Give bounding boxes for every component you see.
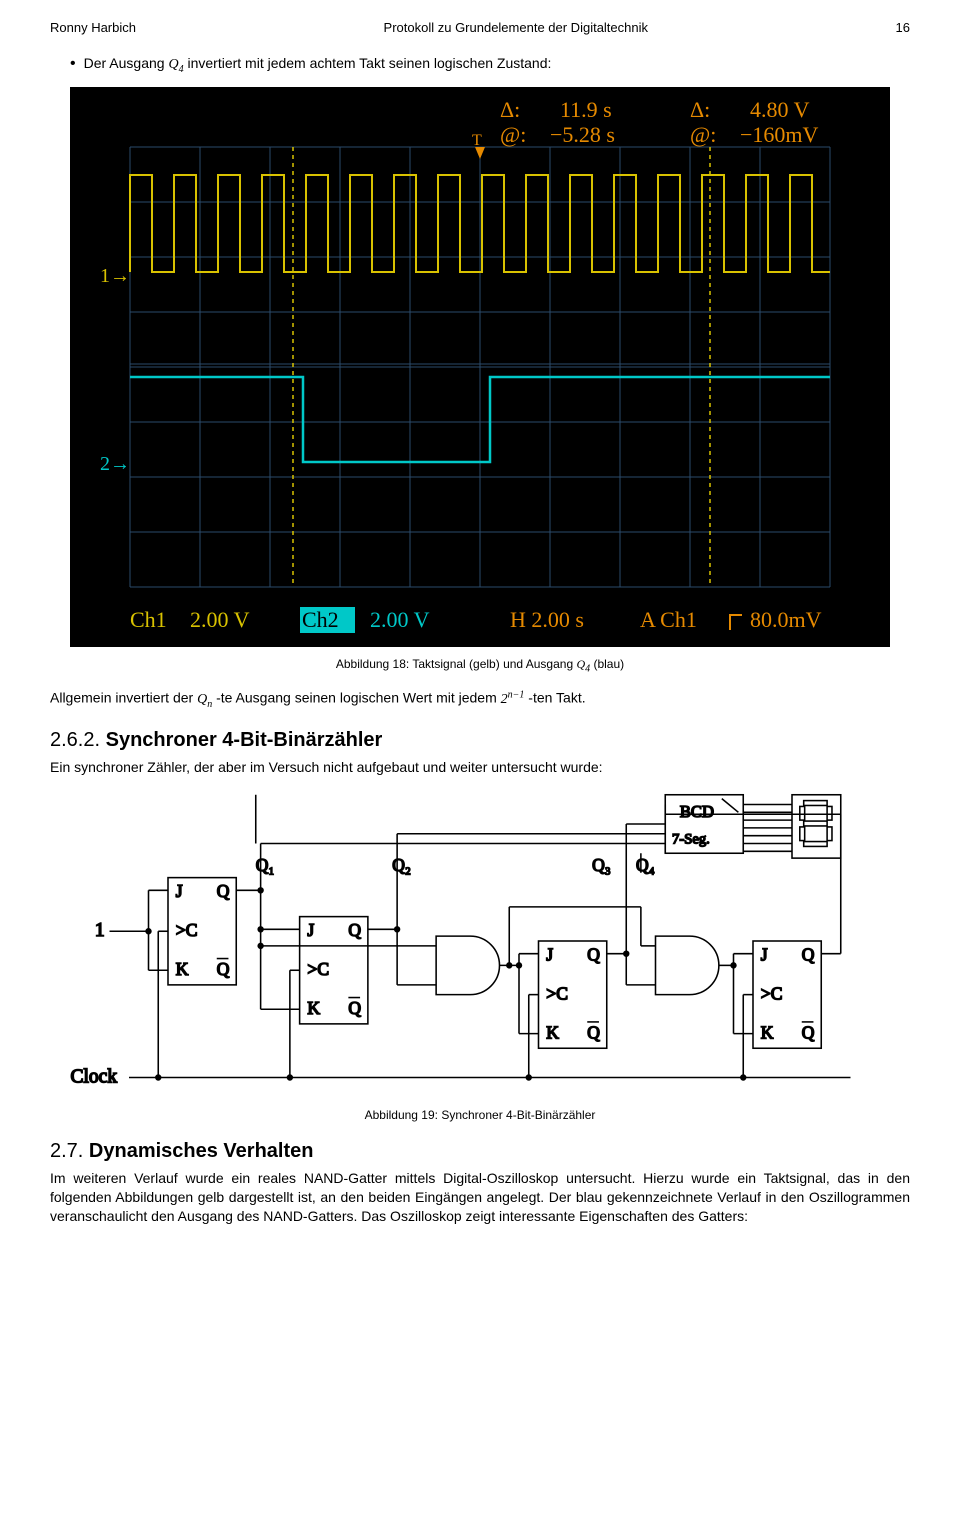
svg-text:H 2.00 s: H 2.00 s — [510, 607, 584, 632]
svg-text:Q: Q — [587, 945, 600, 965]
svg-text:>C: >C — [546, 984, 568, 1004]
section-27-heading: 2.7. Dynamisches Verhalten — [50, 1140, 910, 1163]
svg-text:7-Seg.: 7-Seg. — [672, 832, 710, 848]
svg-text:−160mV: −160mV — [740, 122, 819, 147]
svg-text:Q₂: Q₂ — [392, 855, 411, 875]
svg-text:>C: >C — [307, 959, 329, 979]
svg-text:Ch2: Ch2 — [302, 607, 339, 632]
section-27-text: Im weiteren Verlauf wurde ein reales NAN… — [50, 1169, 910, 1226]
svg-text:80.0mV: 80.0mV — [750, 607, 822, 632]
svg-text:Q: Q — [587, 1023, 600, 1043]
svg-text:Q: Q — [802, 945, 815, 965]
oscilloscope-screenshot: 1→ 2→ Δ: 11.9 s Δ: 4.80 V @: −5.28 s @: … — [70, 87, 890, 647]
sync-counter-diagram: J Q >C K Q J Q >C K Q J Q >C K Q — [50, 785, 910, 1100]
svg-text:Q: Q — [348, 998, 361, 1018]
svg-text:K: K — [307, 998, 320, 1018]
svg-text:1: 1 — [95, 920, 105, 941]
svg-text:J: J — [761, 945, 768, 965]
svg-text:Ch1: Ch1 — [130, 607, 167, 632]
svg-text:K: K — [761, 1023, 774, 1043]
svg-text:A Ch1: A Ch1 — [640, 607, 697, 632]
section-262-heading: 2.6.2. Synchroner 4-Bit-Binärzähler — [50, 729, 910, 752]
svg-text:Δ:: Δ: — [690, 97, 710, 122]
svg-text:@:: @: — [500, 122, 526, 147]
svg-text:J: J — [176, 881, 183, 901]
svg-text:>C: >C — [761, 984, 783, 1004]
svg-text:J: J — [307, 920, 314, 940]
section-262-text: Ein synchroner Zähler, der aber im Versu… — [50, 758, 910, 777]
svg-text:2→: 2→ — [100, 453, 130, 475]
allgemein-text: Allgemein invertiert der Qn -te Ausgang … — [50, 688, 910, 711]
caption-abb19: Abbildung 19: Synchroner 4-Bit-Binärzähl… — [50, 1108, 910, 1122]
svg-text:K: K — [176, 959, 189, 979]
svg-text:T: T — [472, 132, 482, 149]
svg-text:Q: Q — [348, 920, 361, 940]
scope-svg: 1→ 2→ Δ: 11.9 s Δ: 4.80 V @: −5.28 s @: … — [70, 87, 890, 647]
svg-text:Q₃: Q₃ — [592, 855, 611, 875]
svg-text:Q: Q — [217, 959, 230, 979]
header-left: Ronny Harbich — [50, 20, 136, 35]
svg-text:K: K — [546, 1023, 559, 1043]
svg-text:1→: 1→ — [100, 265, 130, 287]
svg-text:11.9 s: 11.9 s — [560, 97, 612, 122]
svg-text:Q₁: Q₁ — [256, 855, 275, 875]
svg-text:BCD: BCD — [680, 802, 714, 821]
svg-text:@:: @: — [690, 122, 716, 147]
header-right: 16 — [896, 20, 910, 35]
svg-text:2.00 V: 2.00 V — [190, 607, 250, 632]
svg-text:−5.28 s: −5.28 s — [550, 122, 615, 147]
svg-text:2.00 V: 2.00 V — [370, 607, 430, 632]
bullet-text: Der Ausgang Q4 invertiert mit jedem acht… — [84, 55, 552, 75]
svg-text:Δ:: Δ: — [500, 97, 520, 122]
svg-text:>C: >C — [176, 920, 198, 940]
caption-abb18: Abbildung 18: Taktsignal (gelb) und Ausg… — [50, 657, 910, 674]
page-header: Ronny Harbich Protokoll zu Grundelemente… — [50, 20, 910, 35]
svg-text:Q: Q — [802, 1023, 815, 1043]
svg-text:Q₄: Q₄ — [636, 855, 655, 875]
header-center: Protokoll zu Grundelemente der Digitalte… — [384, 20, 648, 35]
svg-text:Q: Q — [217, 881, 230, 901]
svg-text:J: J — [546, 945, 553, 965]
bullet-q4-line: • Der Ausgang Q4 invertiert mit jedem ac… — [50, 55, 910, 75]
bullet-icon: • — [70, 55, 76, 73]
svg-text:Clock: Clock — [71, 1066, 118, 1087]
svg-text:4.80 V: 4.80 V — [750, 97, 810, 122]
